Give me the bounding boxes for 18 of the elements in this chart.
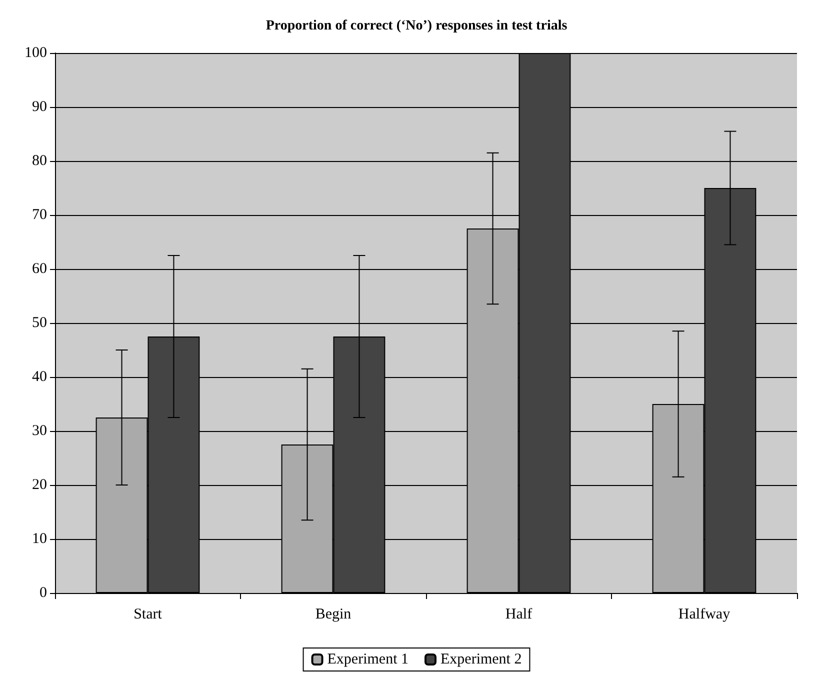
- y-tick-label: 30: [32, 423, 47, 439]
- y-tick-label: 90: [32, 99, 47, 115]
- y-tick-label: 20: [32, 477, 47, 493]
- y-tick-label: 60: [32, 261, 47, 277]
- chart-title: Proportion of correct (‘No’) responses in test trials: [266, 18, 568, 34]
- legend-label: Experiment 2: [440, 652, 522, 668]
- y-tick-label: 50: [32, 315, 47, 331]
- y-tick-label: 70: [32, 207, 47, 223]
- x-tick-label: Begin: [315, 606, 352, 622]
- y-tick-label: 0: [40, 585, 47, 601]
- y-tick-label: 40: [32, 369, 47, 385]
- y-tick-label: 10: [32, 531, 47, 547]
- x-tick-label: Start: [134, 606, 163, 622]
- x-tick-label: Halfway: [678, 606, 731, 622]
- legend-label: Experiment 1: [327, 652, 409, 668]
- y-tick-label: 80: [32, 153, 47, 169]
- y-tick-label: 100: [24, 45, 47, 61]
- x-tick-label: Half: [505, 606, 532, 622]
